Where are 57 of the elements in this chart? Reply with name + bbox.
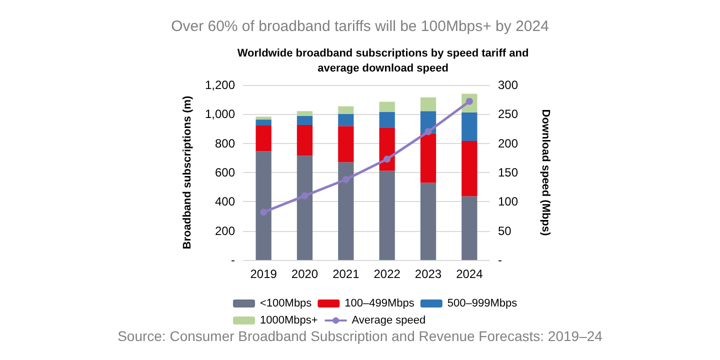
y-tick-label: 800 <box>214 136 236 150</box>
x-tick-label: 2020 <box>291 267 318 281</box>
bar <box>338 162 354 260</box>
x-tick-label: 2024 <box>456 267 484 281</box>
y-tick-label: 1,000 <box>204 107 236 122</box>
bar <box>379 112 395 128</box>
bar <box>462 112 478 141</box>
bar <box>296 156 313 260</box>
y2-axis-title: Download speed (Mbps) <box>540 109 552 236</box>
point <box>424 128 432 136</box>
bar <box>256 126 272 152</box>
point <box>301 192 308 200</box>
legend-label: <100Mbps <box>260 298 312 310</box>
bar <box>462 196 478 260</box>
y-tick-label: 1,200 <box>204 78 236 92</box>
y2-tick-label: 150 <box>498 166 518 180</box>
y2-tick-label: 250 <box>498 107 518 122</box>
bar <box>379 102 395 112</box>
y2-tick-label: 300 <box>498 78 518 92</box>
legend-label: 100–499Mbps <box>344 298 415 310</box>
bar <box>338 106 354 114</box>
y2-tick-label: 50 <box>498 224 512 238</box>
bar <box>296 111 313 116</box>
bar <box>420 97 436 112</box>
y-tick-label: 200 <box>214 224 236 238</box>
y-axis-title: Broadband subscriptions (m) <box>182 95 194 250</box>
y2-tick-label: - <box>498 253 502 267</box>
legend-label: 500–999Mbps <box>447 298 518 310</box>
source-note: Source: Consumer Broadband Subscription and Revenue Forecasts: 2019–24 <box>118 328 603 344</box>
bar <box>379 170 395 260</box>
bar <box>256 116 272 120</box>
x-tick-label: 2022 <box>374 267 401 281</box>
point <box>342 176 350 183</box>
bar <box>462 141 478 196</box>
y-tick-label: 400 <box>214 194 236 209</box>
bar <box>296 116 313 125</box>
bar <box>256 120 272 126</box>
y2-tick-label: 200 <box>498 136 518 150</box>
y2-tick-label: 100 <box>498 194 518 209</box>
bar <box>420 133 436 183</box>
y-tick-label: - <box>231 253 235 267</box>
bar <box>256 151 272 260</box>
bar <box>338 114 354 126</box>
legend-label: 1000Mbps+ <box>260 314 318 326</box>
chart-title: Over 60% of broadband tariffs will be 100Mbps+ by 2024 <box>171 18 549 35</box>
x-tick-label: 2021 <box>332 267 360 281</box>
bar <box>338 126 354 162</box>
point <box>384 156 391 163</box>
bar <box>379 128 395 171</box>
chart-subtitle: Worldwide broadband subscriptions by speed tariff and average download speed <box>237 48 529 74</box>
y-tick-label: 600 <box>214 166 236 180</box>
x-tick-label: 2019 <box>250 267 278 281</box>
point <box>260 208 268 216</box>
bar <box>296 124 313 156</box>
x-tick-label: 2023 <box>414 267 442 281</box>
bar <box>420 182 436 260</box>
legend-label: Average speed <box>352 314 426 326</box>
